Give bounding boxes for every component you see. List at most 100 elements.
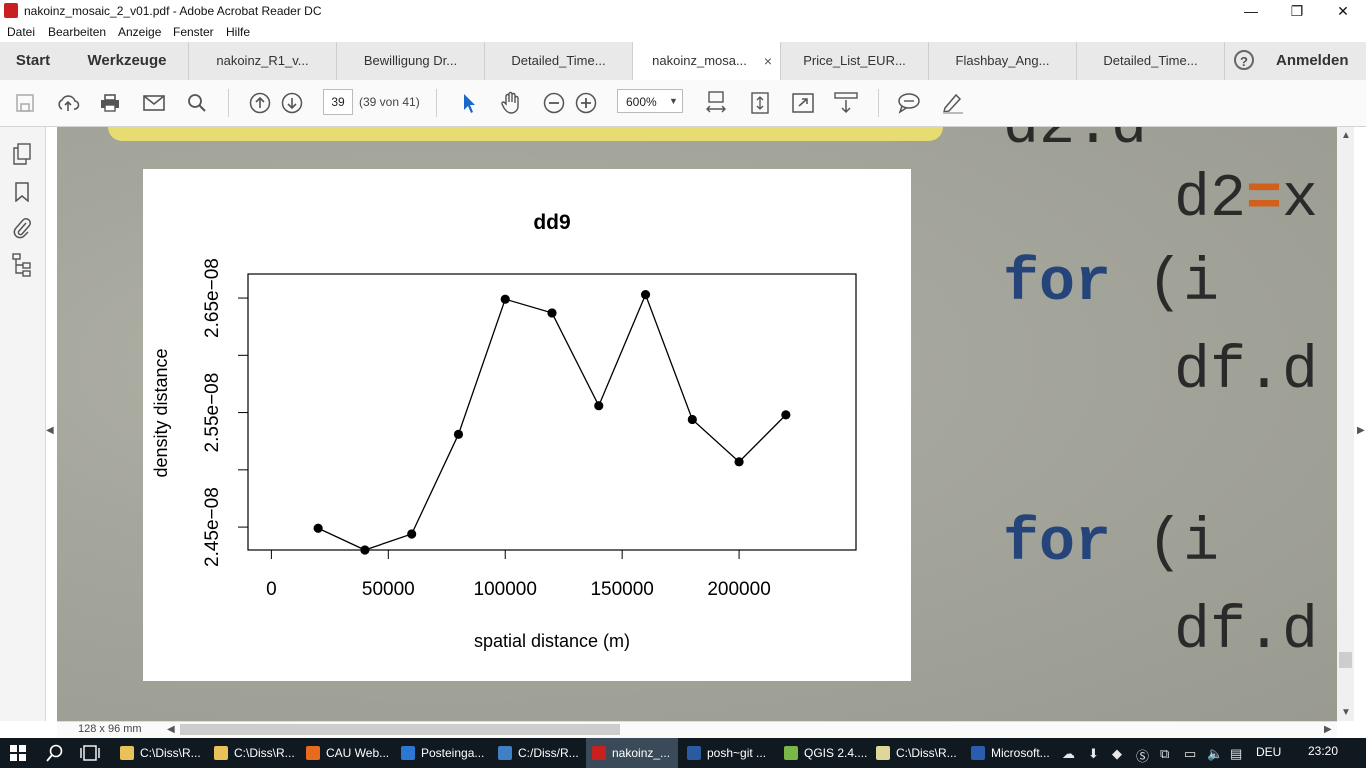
- taskbar-app-button[interactable]: nakoinz_...: [586, 738, 678, 768]
- scroll-left-icon[interactable]: ◀: [167, 724, 175, 735]
- vertical-scroll-thumb[interactable]: [1339, 652, 1352, 668]
- print-icon[interactable]: [96, 89, 124, 117]
- tab-label: nakoinz_mosa...: [652, 53, 747, 68]
- dropbox-icon[interactable]: ◆: [1112, 746, 1122, 761]
- code-line: df.d: [1174, 598, 1319, 666]
- taskbar-app-label: nakoinz_...: [612, 746, 671, 760]
- scroll-mode-icon[interactable]: [832, 89, 860, 117]
- close-window-button[interactable]: ✕: [1337, 3, 1349, 19]
- tab-start[interactable]: Start: [15, 52, 51, 69]
- tab-werkzeuge[interactable]: Werkzeuge: [66, 42, 189, 80]
- data-points: [313, 290, 791, 555]
- taskbar-app-label: Posteinga...: [421, 746, 485, 760]
- zoom-out-icon[interactable]: [540, 89, 568, 117]
- network-share-icon[interactable]: ⧉: [1160, 746, 1170, 761]
- toolbar-divider: [228, 89, 229, 117]
- data-point: [781, 410, 791, 420]
- bookmark-icon[interactable]: [10, 180, 34, 204]
- x-axis-label: spatial distance (m): [474, 631, 630, 651]
- data-point: [640, 290, 651, 300]
- taskbar-app-button[interactable]: QGIS 2.4....: [778, 738, 868, 768]
- y-tick-label: 2.55e−08: [202, 373, 223, 453]
- horizontal-scroll-thumb[interactable]: [180, 724, 620, 735]
- taskbar-app-button[interactable]: C:/Diss/R...: [492, 738, 584, 768]
- tab-document[interactable]: Detailed_Time...: [485, 42, 633, 80]
- page-down-icon[interactable]: [278, 89, 306, 117]
- taskbar-app-button[interactable]: C:\Diss\R...: [208, 738, 298, 768]
- scroll-up-icon[interactable]: ▲: [1341, 130, 1351, 141]
- cloud-icon[interactable]: ☁: [1062, 746, 1075, 761]
- save-icon[interactable]: [11, 89, 39, 117]
- zoom-in-icon[interactable]: [572, 89, 600, 117]
- tab-document[interactable]: Detailed_Time...: [1077, 42, 1225, 80]
- x-tick-label: 150000: [590, 579, 653, 600]
- menu-anzeige[interactable]: Anzeige: [118, 25, 162, 39]
- code-fragment-top: d2:d: [1003, 93, 1148, 161]
- menu-hilfe[interactable]: Hilfe: [226, 25, 251, 39]
- taskbar-app-label: C:\Diss\R...: [896, 746, 957, 760]
- x-tick-label: 200000: [707, 579, 770, 600]
- taskbar-app-button[interactable]: CAU Web...: [300, 738, 392, 768]
- signin-button[interactable]: Anmelden: [1276, 52, 1349, 69]
- vertical-scrollbar[interactable]: [1337, 127, 1354, 721]
- windows-start-icon[interactable]: [10, 745, 26, 764]
- minimize-button[interactable]: —: [1244, 3, 1258, 19]
- page-up-icon[interactable]: [246, 89, 274, 117]
- fullscreen-icon[interactable]: [789, 89, 817, 117]
- hand-icon[interactable]: [497, 89, 525, 117]
- comment-icon[interactable]: [895, 89, 923, 117]
- zoom-select[interactable]: 600%: [617, 89, 683, 113]
- attachment-icon[interactable]: [10, 216, 34, 240]
- tab-document-active[interactable]: nakoinz_mosa... ×: [633, 42, 781, 81]
- y-tick-label: 2.65e−08: [202, 258, 223, 338]
- network-icon[interactable]: ▭: [1184, 746, 1197, 761]
- notification-icon[interactable]: ▤: [1230, 746, 1243, 761]
- volume-icon[interactable]: 🔈: [1207, 746, 1224, 761]
- plot-figure: dd9 0 50000 100000 150000 200000 2.45e−08 2.5…: [143, 169, 911, 681]
- menu-bearbeiten[interactable]: Bearbeiten: [48, 25, 107, 39]
- tab-document[interactable]: nakoinz_R1_v...: [189, 42, 337, 80]
- search-icon[interactable]: [46, 744, 64, 765]
- y-axis: 2.45e−08 2.55e−08 2.65e−08: [202, 258, 248, 567]
- select-cursor-icon[interactable]: [455, 89, 483, 117]
- code-line: d2=x: [1174, 166, 1319, 234]
- page-number-input[interactable]: 39: [323, 89, 353, 115]
- scroll-down-icon[interactable]: ▼: [1341, 707, 1351, 718]
- highlight-pen-icon[interactable]: [939, 89, 967, 117]
- app-icon: [306, 746, 320, 760]
- chevron-down-icon[interactable]: ▼: [669, 96, 678, 106]
- tab-close-icon[interactable]: ×: [763, 53, 772, 69]
- taskbar-app-button[interactable]: posh~git ...: [681, 738, 776, 768]
- clock[interactable]: 23:20: [1308, 744, 1339, 758]
- upload-icon[interactable]: [54, 89, 82, 117]
- taskbar-app-button[interactable]: C:\Diss\R...: [114, 738, 206, 768]
- skype-icon[interactable]: Ⓢ: [1136, 749, 1150, 764]
- search-icon[interactable]: [183, 89, 211, 117]
- layers-icon[interactable]: [10, 253, 34, 277]
- fit-page-icon[interactable]: [746, 89, 774, 117]
- taskbar-app-label: C:\Diss\R...: [140, 746, 201, 760]
- x-axis: 0 50000 100000 150000 200000: [266, 549, 771, 600]
- expand-right-pane-icon[interactable]: ▶: [1357, 425, 1365, 436]
- menu-fenster[interactable]: Fenster: [173, 25, 214, 39]
- taskbar-app-button[interactable]: Posteinga...: [395, 738, 490, 768]
- pages-icon[interactable]: [10, 142, 34, 166]
- scroll-right-icon[interactable]: ▶: [1324, 724, 1332, 735]
- taskbar-app-button[interactable]: C:\Diss\R...: [870, 738, 963, 768]
- download-icon[interactable]: ⬇: [1088, 746, 1099, 761]
- help-icon[interactable]: ?: [1234, 50, 1254, 70]
- email-icon[interactable]: [140, 89, 168, 117]
- tab-document[interactable]: Flashbay_Ang...: [929, 42, 1077, 80]
- acrobat-logo-icon: [4, 3, 18, 18]
- taskbar-app-button[interactable]: Microsoft...: [965, 738, 1057, 768]
- title-bar: [0, 0, 1366, 22]
- language-indicator[interactable]: DEU: [1256, 745, 1282, 759]
- task-view-icon[interactable]: [80, 745, 100, 764]
- maximize-button[interactable]: ❐: [1290, 3, 1304, 19]
- menu-datei[interactable]: Datei: [7, 25, 36, 39]
- fit-width-icon[interactable]: [702, 89, 730, 117]
- collapse-left-pane-icon[interactable]: ◀: [46, 425, 54, 436]
- tab-document[interactable]: Price_List_EUR...: [781, 42, 929, 80]
- app-icon: [687, 746, 701, 760]
- tab-document[interactable]: Bewilligung Dr...: [337, 42, 485, 80]
